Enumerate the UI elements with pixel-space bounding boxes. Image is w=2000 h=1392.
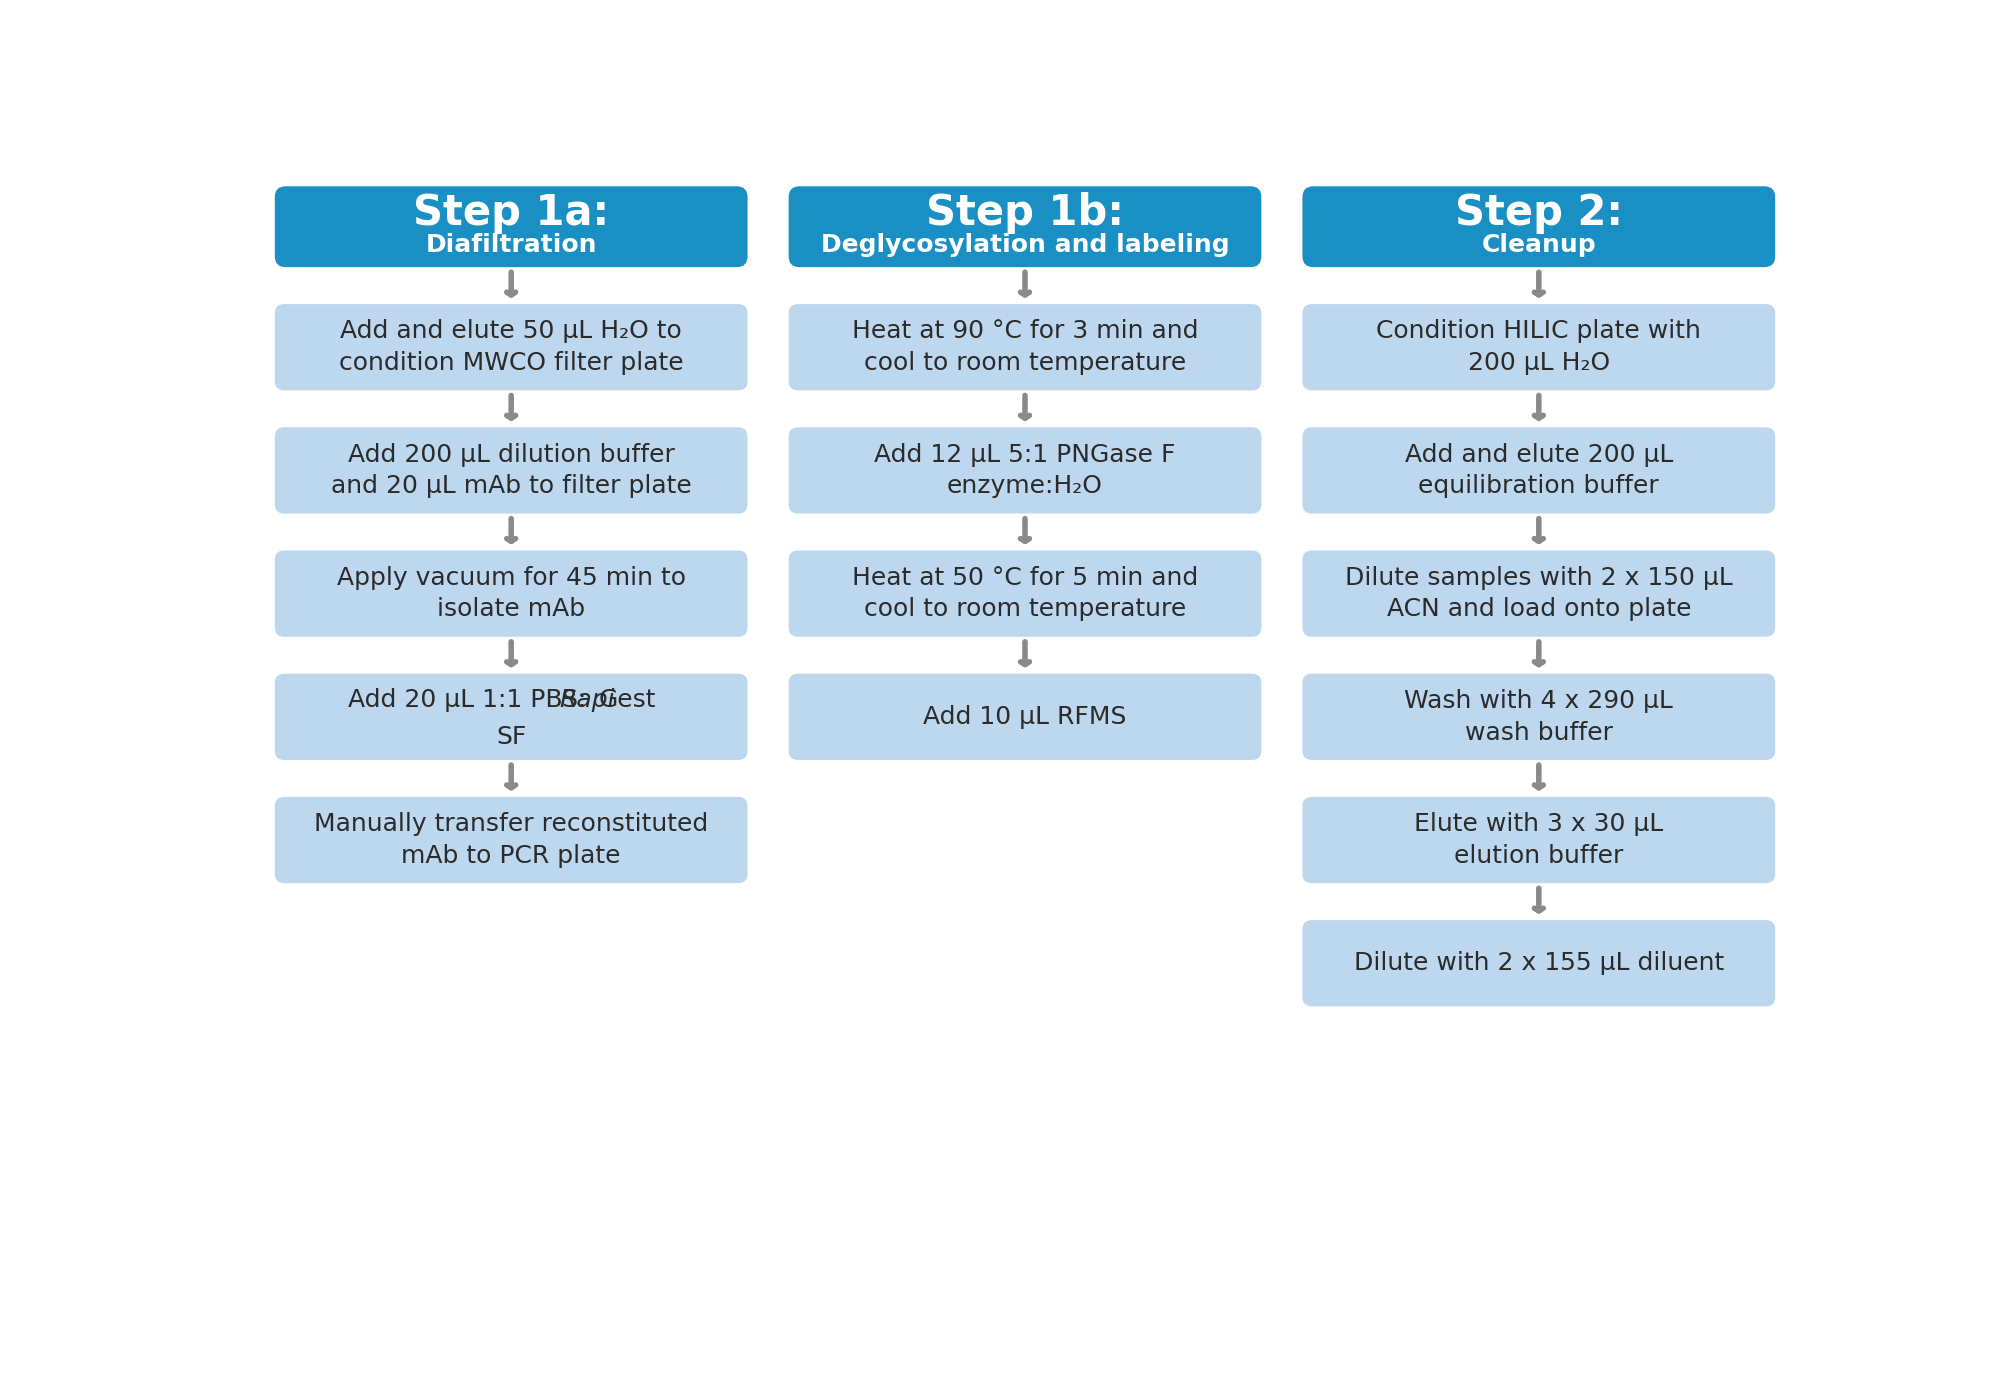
Text: Deglycosylation and labeling: Deglycosylation and labeling: [820, 232, 1230, 256]
Text: Step 2:: Step 2:: [1454, 192, 1622, 234]
FancyBboxPatch shape: [1302, 674, 1776, 760]
Text: Add and elute 200 μL
equilibration buffer: Add and elute 200 μL equilibration buffe…: [1404, 443, 1674, 498]
FancyBboxPatch shape: [788, 303, 1262, 390]
FancyBboxPatch shape: [274, 303, 748, 390]
FancyBboxPatch shape: [274, 427, 748, 514]
Text: Condition HILIC plate with
200 μL H₂O: Condition HILIC plate with 200 μL H₂O: [1376, 319, 1702, 374]
Text: Add 200 μL dilution buffer
and 20 μL mAb to filter plate: Add 200 μL dilution buffer and 20 μL mAb…: [330, 443, 692, 498]
FancyBboxPatch shape: [274, 796, 748, 883]
Text: Add 12 μL 5:1 PNGase F
enzyme:H₂O: Add 12 μL 5:1 PNGase F enzyme:H₂O: [874, 443, 1176, 498]
Text: Diafiltration: Diafiltration: [426, 232, 596, 256]
Text: Manually transfer reconstituted
mAb to PCR plate: Manually transfer reconstituted mAb to P…: [314, 812, 708, 867]
FancyBboxPatch shape: [274, 550, 748, 636]
FancyBboxPatch shape: [274, 187, 748, 267]
FancyBboxPatch shape: [1302, 796, 1776, 883]
FancyBboxPatch shape: [788, 427, 1262, 514]
FancyBboxPatch shape: [1302, 427, 1776, 514]
FancyBboxPatch shape: [274, 674, 748, 760]
FancyBboxPatch shape: [1302, 550, 1776, 636]
Text: Step 1a:: Step 1a:: [414, 192, 610, 234]
Text: SF: SF: [496, 725, 526, 749]
Text: Add 10 μL RFMS: Add 10 μL RFMS: [924, 704, 1126, 729]
Text: Heat at 90 °C for 3 min and
cool to room temperature: Heat at 90 °C for 3 min and cool to room…: [852, 319, 1198, 374]
Text: Gest: Gest: [598, 688, 656, 711]
FancyBboxPatch shape: [1302, 303, 1776, 390]
Text: Dilute samples with 2 x 150 μL
ACN and load onto plate: Dilute samples with 2 x 150 μL ACN and l…: [1344, 565, 1732, 621]
Text: Rapi: Rapi: [558, 688, 614, 711]
Text: Wash with 4 x 290 μL
wash buffer: Wash with 4 x 290 μL wash buffer: [1404, 689, 1674, 745]
Text: Elute with 3 x 30 μL
elution buffer: Elute with 3 x 30 μL elution buffer: [1414, 812, 1664, 867]
FancyBboxPatch shape: [1302, 920, 1776, 1006]
Text: Add and elute 50 μL H₂O to
condition MWCO filter plate: Add and elute 50 μL H₂O to condition MWC…: [338, 319, 684, 374]
Text: Cleanup: Cleanup: [1482, 232, 1596, 256]
FancyBboxPatch shape: [788, 550, 1262, 636]
Text: Step 1b:: Step 1b:: [926, 192, 1124, 234]
FancyBboxPatch shape: [1302, 187, 1776, 267]
Text: Heat at 50 °C for 5 min and
cool to room temperature: Heat at 50 °C for 5 min and cool to room…: [852, 565, 1198, 621]
FancyBboxPatch shape: [788, 674, 1262, 760]
Text: Apply vacuum for 45 min to
isolate mAb: Apply vacuum for 45 min to isolate mAb: [336, 565, 686, 621]
FancyBboxPatch shape: [788, 187, 1262, 267]
Text: Add 20 μL 1:1 PBS:: Add 20 μL 1:1 PBS:: [348, 688, 594, 711]
Text: Dilute with 2 x 155 μL diluent: Dilute with 2 x 155 μL diluent: [1354, 951, 1724, 976]
